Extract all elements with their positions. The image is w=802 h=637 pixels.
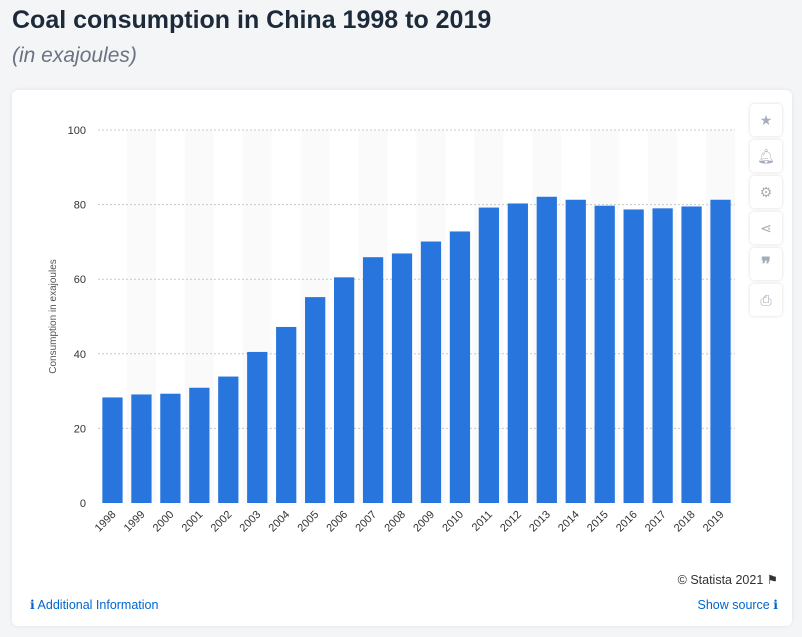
bar-2006 bbox=[333, 277, 355, 503]
bar-2019 bbox=[710, 199, 731, 503]
gear-icon: ⚙ bbox=[759, 183, 773, 200]
star-icon: ★ bbox=[759, 111, 773, 128]
cite-button[interactable]: ❞ bbox=[750, 248, 782, 280]
y-tick-label: 100 bbox=[68, 125, 86, 137]
y-tick-label: 0 bbox=[80, 498, 86, 510]
bar-2001 bbox=[189, 387, 210, 503]
settings-button[interactable]: ⚙ bbox=[750, 176, 782, 208]
y-tick-label: 40 bbox=[74, 349, 86, 361]
x-tick-label: 2009 bbox=[411, 509, 437, 535]
additional-information-label: Additional Information bbox=[37, 598, 159, 612]
info-icon: ℹ bbox=[773, 598, 778, 612]
bar-2013 bbox=[536, 196, 557, 503]
show-source-label: Show source bbox=[697, 598, 770, 612]
show-source-link[interactable]: Show source ℹ bbox=[698, 597, 779, 612]
x-tick-label: 2004 bbox=[267, 509, 293, 535]
page-subtitle: (in exajoules) bbox=[12, 44, 137, 67]
y-tick-label: 60 bbox=[74, 274, 86, 286]
bar-1998 bbox=[102, 397, 123, 503]
x-tick-label: 2010 bbox=[440, 509, 466, 535]
notification-button[interactable]: 🔔︎ bbox=[750, 140, 782, 172]
y-axis-label: Consumption in exajoules bbox=[48, 259, 59, 374]
bar-2004 bbox=[276, 326, 297, 503]
x-tick-label: 2011 bbox=[470, 509, 495, 534]
chart-card: 0 20 40 60 80 100 1998 1999 2000 2001 2002 2003 2004… bbox=[12, 90, 792, 626]
copyright: © Statista 2021 ⚑ bbox=[678, 572, 778, 587]
quote-icon: ❞ bbox=[761, 253, 771, 274]
favorite-button[interactable]: ★ bbox=[750, 104, 782, 136]
copyright-text: © Statista 2021 bbox=[677, 573, 764, 587]
bar-2003 bbox=[247, 351, 268, 503]
bar-2010 bbox=[449, 231, 471, 503]
print-icon: ⎙ bbox=[760, 291, 772, 308]
x-tick-label: 2002 bbox=[209, 509, 235, 535]
bar-2014 bbox=[565, 199, 586, 503]
share-button[interactable]: ⋖ bbox=[750, 212, 782, 244]
x-tick-label: 2018 bbox=[672, 509, 698, 535]
x-tick-label: 2003 bbox=[238, 509, 264, 535]
bar-2018 bbox=[681, 206, 702, 503]
x-tick-label: 2014 bbox=[556, 509, 582, 535]
x-tick-label: 2019 bbox=[701, 509, 727, 535]
y-tick-label: 80 bbox=[74, 200, 86, 212]
bar-1999 bbox=[131, 394, 152, 503]
x-tick-label: 2001 bbox=[180, 509, 206, 535]
x-tick-label: 2017 bbox=[643, 509, 669, 535]
bar-2000 bbox=[160, 393, 181, 503]
x-tick-label: 2015 bbox=[585, 509, 611, 535]
bar-2015 bbox=[594, 205, 615, 503]
x-tick-label: 2006 bbox=[324, 509, 350, 535]
info-icon: ℹ bbox=[30, 598, 35, 612]
x-tick-label: 2012 bbox=[498, 509, 524, 535]
x-tick-label: 2000 bbox=[151, 509, 177, 535]
y-tick-label: 20 bbox=[74, 423, 86, 435]
bar-2007 bbox=[362, 257, 384, 503]
bar-2009 bbox=[420, 241, 442, 504]
bar-2002 bbox=[218, 376, 239, 503]
bar-2011 bbox=[478, 207, 500, 504]
share-icon: ⋖ bbox=[760, 219, 772, 236]
x-tick-label: 2008 bbox=[382, 509, 408, 535]
print-button[interactable]: ⎙ bbox=[750, 284, 782, 316]
bar-2005 bbox=[305, 297, 326, 503]
x-tick-label: 2007 bbox=[353, 509, 379, 535]
bar-chart: 0 20 40 60 80 100 1998 1999 2000 2001 2002 2003 2004… bbox=[48, 125, 735, 535]
bar-2016 bbox=[623, 209, 644, 503]
x-tick-label: 2016 bbox=[614, 509, 640, 535]
bell-icon: 🔔︎ bbox=[757, 147, 775, 164]
x-tick-label: 2013 bbox=[527, 509, 553, 535]
toolbar: ★ 🔔︎ ⚙ ⋖ ❞ ⎙ bbox=[750, 104, 782, 320]
flag-icon: ⚑ bbox=[766, 573, 778, 587]
x-tick-label: 1998 bbox=[93, 509, 119, 535]
x-tick-label: 2005 bbox=[295, 509, 321, 535]
page-title: Coal consumption in China 1998 to 2019 bbox=[12, 6, 492, 34]
additional-information-link[interactable]: ℹ Additional Information bbox=[30, 597, 158, 612]
bar-2012 bbox=[507, 203, 528, 503]
x-tick-label: 1999 bbox=[122, 509, 148, 535]
bar-2008 bbox=[391, 253, 413, 503]
bar-2017 bbox=[652, 208, 673, 503]
